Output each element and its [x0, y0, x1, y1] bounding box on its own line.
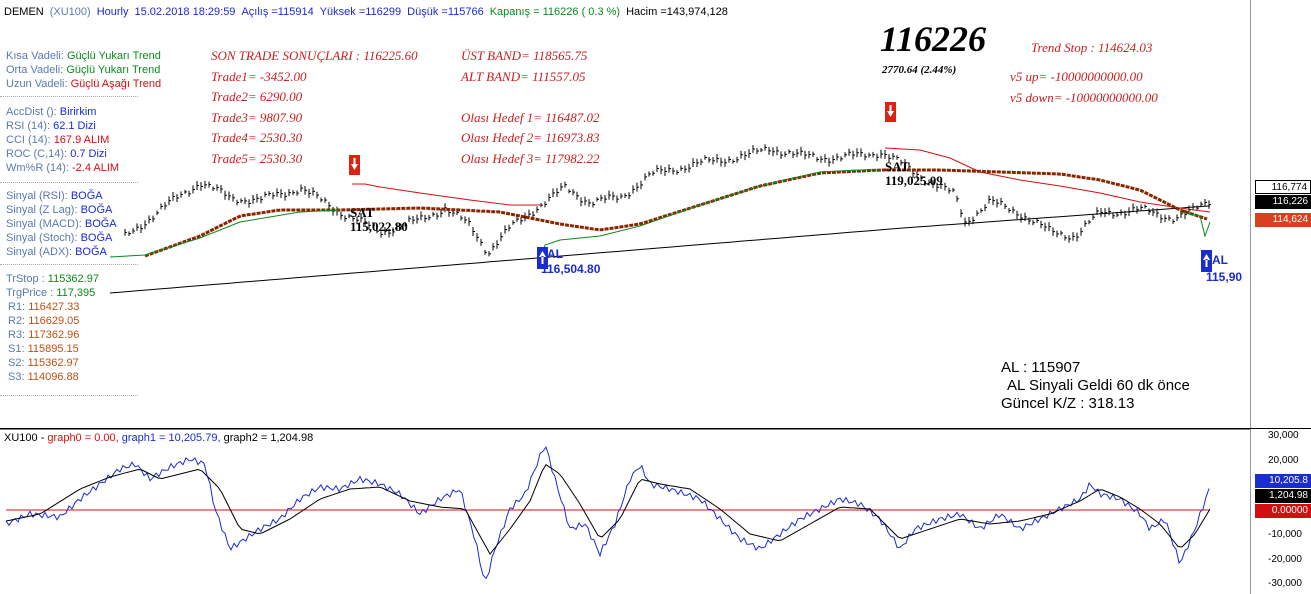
osc-axis-tick: 30,000: [1268, 430, 1299, 441]
sell-arrow-glyph: [887, 105, 894, 117]
osc-axis-tick: -10,000: [1268, 529, 1302, 540]
trend-stop-panel: Trend Stop : 114624.03: [1031, 37, 1152, 59]
signal-row: Sinyal (Stoch): BOĞA: [6, 232, 113, 244]
buy-label: AL: [1212, 253, 1228, 267]
sell-arrow-glyph: [351, 158, 358, 170]
price-axis: [1250, 0, 1311, 594]
indicator-row: Wm%R (14): -2.4 ALIM: [6, 162, 120, 174]
osc-axis-tick: -30,000: [1268, 578, 1302, 589]
v5-up: v5 up= -10000000000.00: [1010, 69, 1143, 84]
signal-row: Sinyal (RSI): BOĞA: [6, 190, 103, 202]
header-symbol: DEMEN: [4, 6, 44, 18]
indicator-row: RSI (14): 62.1 Dizi: [6, 120, 96, 132]
moving-average-short: [1179, 211, 1211, 238]
sell-label: SAT: [350, 205, 375, 220]
indicator-row: ROC (C,14): 0.7 Dizi: [6, 148, 107, 160]
signal-panel: Sinyal (RSI): BOĞA Sinyal (Z Lag): BOĞA …: [6, 189, 117, 259]
signal-line: AL Sinyali Geldi 60 dk önce: [1007, 377, 1190, 394]
header-period: Hourly: [96, 6, 129, 18]
signal-row: Sinyal (Z Lag): BOĞA: [6, 204, 113, 216]
level-row: TrStop : 115362.97: [6, 273, 99, 285]
level-row: S1: 115895.15: [8, 343, 79, 355]
lower-band: ALT BAND= 111557.05: [461, 68, 586, 84]
levels-panel: TrStop : 115362.97 TrgPrice : 117,395 R1…: [6, 272, 99, 384]
header-open: Açılış =115914: [241, 6, 314, 18]
buy-price: 115,90: [1206, 270, 1243, 284]
oscillator-chart: [0, 429, 1250, 580]
osc-title: XU100 - graph0 = 0.00, graph1 = 10,205.7…: [4, 432, 313, 444]
level-row: S2: 115362.97: [8, 357, 79, 369]
price-chart: [109, 102, 1212, 294]
price-tag-last: 116,226: [1255, 195, 1311, 209]
level-row: TrgPrice : 117,395: [6, 287, 96, 299]
buy-label: AL: [547, 247, 563, 261]
osc-name: XU100 -: [4, 432, 48, 444]
signal-line: AL : 115907: [1001, 359, 1081, 376]
osc-tag-graph2: 1,204.98: [1255, 489, 1311, 503]
moving-average-short: [539, 169, 880, 267]
trade-results-title: SON TRADE SONUÇLARI : 116225.60: [211, 48, 418, 63]
target-row: Olası Hedef 1= 116487.02: [461, 109, 600, 125]
big-price: 116226: [880, 19, 987, 59]
indicator-row: CCI (14): 167.9 ALIM: [6, 134, 110, 146]
price-tag-high: 116,774: [1255, 180, 1311, 194]
trend-panel: Kısa Vadeli: Güçlü Yukarı Trend Orta Vad…: [6, 49, 161, 91]
trend-row: Orta Vadeli: Güçlü Yukarı Trend: [6, 64, 161, 76]
v5-panel: v5 up= -10000000000.00 v5 down= -1000000…: [1010, 66, 1158, 108]
level-row: R2: 116629.05: [8, 315, 80, 327]
sell-price: 115,022.80: [350, 219, 408, 234]
osc-tag-graph1: 10,205.8: [1255, 474, 1311, 488]
graph2-line: [5, 463, 1211, 555]
moving-average-mid: [144, 168, 1208, 258]
moving-average-short: [109, 209, 341, 258]
signal-line: Güncel K/Z : 318.13: [1001, 395, 1135, 412]
trend-row: Uzun Vadeli: Güçlü Aşağı Trend: [6, 78, 162, 90]
sell-label: SAT: [885, 159, 910, 174]
trade-results: SON TRADE SONUÇLARI : 116225.60 Trade1= …: [211, 46, 418, 169]
chart-header: DEMEN (XU100) Hourly 15.02.2018 18:29:59 Açı…: [0, 0, 1250, 28]
target-row: Olası Hedef 3= 117982.22: [461, 150, 600, 166]
band-panel: ÜST BAND= 118565.75 ALT BAND= 111557.05 …: [461, 46, 600, 169]
osc-g0: graph0 = 0.00,: [47, 432, 122, 444]
signal-row: Sinyal (MACD): BOĞA: [6, 218, 117, 230]
buy-arrow-glyph: [539, 251, 546, 264]
buy-price: 116,504.80: [541, 262, 601, 276]
level-row: R3: 117362.96: [8, 329, 80, 341]
trend-stop-line: [884, 147, 1211, 213]
header-datetime: 15.02.2018 18:29:59: [134, 6, 236, 18]
osc-g1: graph1 = 10,205.79,: [121, 432, 224, 444]
moving-average-long: [109, 205, 1211, 294]
sell-price: 119,025.09: [885, 173, 943, 188]
trade-row: Trade3= 9807.90: [211, 109, 303, 125]
osc-g2: graph2 = 1,204.98: [223, 432, 314, 444]
price-tag-stop: 114,624: [1255, 213, 1311, 227]
trade-row: Trade1= -3452.00: [211, 68, 307, 84]
upper-band: ÜST BAND= 118565.75: [461, 48, 588, 63]
signal-box: AL : 115907 AL Sinyali Geldi 60 dk önce …: [1001, 359, 1190, 413]
buy-arrow-glyph: [1203, 254, 1210, 267]
osc-axis-tick: 20,000: [1268, 455, 1299, 466]
indicator-panel: AccDist (): Birirkim RSI (14): 62.1 Dizi…: [6, 105, 119, 175]
osc-tag-graph0: 0.00000: [1255, 504, 1311, 518]
header-high: Yüksek =116299: [319, 6, 402, 18]
header-close: Kapanış = 116226 ( 0.3 %): [489, 6, 621, 18]
target-row: Olası Hedef 2= 116973.83: [461, 130, 600, 145]
trend-stop-line: [352, 183, 540, 206]
signal-row: Sinyal (ADX): BOĞA: [6, 246, 107, 258]
big-price-change: 2770.64 (2.44%): [882, 64, 957, 76]
header-low: Düşük =115766: [407, 6, 484, 18]
indicator-row: AccDist (): Birirkim: [6, 106, 97, 118]
graph1-line: [5, 446, 1210, 580]
trend-row: Kısa Vadeli: Güçlü Yukarı Trend: [6, 50, 161, 62]
level-row: R1: 116427.33: [8, 301, 80, 313]
trend-stop: Trend Stop : 114624.03: [1031, 40, 1153, 55]
header-index: (XU100): [49, 6, 91, 18]
level-row: S3: 114096.88: [8, 371, 79, 383]
trade-row: Trade2= 6290.00: [211, 89, 303, 104]
osc-axis-tick: -20,000: [1268, 554, 1302, 565]
trade-row: Trade5= 2530.30: [211, 150, 303, 166]
header-volume: Hacim =143,974,128: [626, 6, 728, 18]
v5-down: v5 down= -10000000000.00: [1010, 90, 1158, 105]
trade-row: Trade4= 2530.30: [211, 130, 303, 145]
